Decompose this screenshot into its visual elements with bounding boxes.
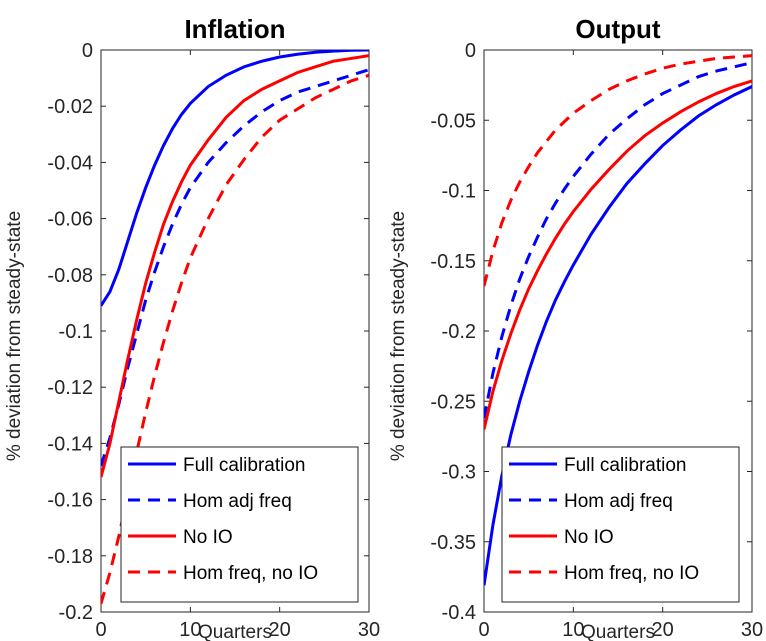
y-axis-label: % deviation from steady-state — [4, 211, 25, 461]
series-line-no-io — [484, 79, 752, 430]
y-tick-label: -0.2 — [442, 321, 476, 343]
legend-box — [501, 446, 740, 603]
chart-panel-output: Output 0 -0.05 -0.1 -0.15 -0.2 -0.25 -0.3 -0.35 -… — [388, 14, 763, 641]
y-tick-label: -0.1 — [442, 181, 476, 203]
y-tick-label: -0.05 — [430, 110, 476, 132]
legend-label: Hom adj freq — [564, 491, 673, 512]
x-axis-label: Quarters — [581, 622, 655, 641]
y-tick-label: -0.04 — [47, 152, 93, 174]
chart-panel-inflation: Inflation 0 -0.02 -0.04 -0.06 -0.08 -0.1 -0.12 -… — [4, 14, 380, 641]
legend: Full calibration Hom adj freq No IO Hom fre… — [120, 446, 359, 603]
x-tick-label: 20 — [269, 619, 291, 641]
y-tick-label: 0 — [465, 40, 476, 62]
y-tick-label: -0.06 — [47, 209, 93, 231]
legend-box — [120, 446, 359, 603]
y-tick-label: 0 — [82, 40, 93, 62]
x-tick-label: 10 — [179, 619, 201, 641]
series-line-full-calibration — [484, 85, 752, 586]
legend-label: No IO — [564, 527, 614, 548]
x-tick-label: 30 — [741, 619, 763, 641]
y-tick-label: -0.25 — [430, 391, 476, 413]
series-line-hom-freq-no-io — [484, 54, 752, 287]
legend-label: Hom freq, no IO — [564, 563, 699, 584]
y-tick-label: -0.16 — [47, 490, 93, 512]
y-tick-label: -0.15 — [430, 251, 476, 273]
chart-title: Inflation — [184, 14, 285, 44]
series-line-hom-adj-freq — [101, 68, 369, 467]
series-line-full-calibration — [101, 50, 369, 307]
series-line-hom-adj-freq — [484, 61, 752, 419]
legend-label: Full calibration — [564, 455, 687, 476]
x-tick-label: 20 — [652, 619, 674, 641]
x-tick-label: 10 — [562, 619, 584, 641]
legend-label: No IO — [183, 527, 233, 548]
legend: Full calibration Hom adj freq No IO Hom fre… — [501, 446, 740, 603]
chart-title: Output — [575, 14, 661, 44]
y-tick-label: -0.1 — [59, 321, 93, 343]
series-line-no-io — [101, 54, 369, 478]
y-tick-label: -0.3 — [442, 462, 476, 484]
x-tick-label: 0 — [95, 619, 106, 641]
legend-label: Hom adj freq — [183, 491, 292, 512]
x-tick-label: 0 — [478, 619, 489, 641]
y-tick-label: -0.08 — [47, 265, 93, 287]
legend-label: Full calibration — [183, 455, 306, 476]
y-axis-label: % deviation from steady-state — [388, 211, 409, 461]
y-tick-label: -0.02 — [47, 96, 93, 118]
x-axis-label: Quarters — [198, 622, 272, 641]
y-tick-label: -0.4 — [442, 602, 476, 624]
legend-label: Hom freq, no IO — [183, 563, 318, 584]
y-tick-label: -0.2 — [59, 602, 93, 624]
y-tick-label: -0.18 — [47, 546, 93, 568]
x-tick-label: 30 — [358, 619, 380, 641]
y-tick-label: -0.12 — [47, 377, 93, 399]
y-tick-label: -0.35 — [430, 532, 476, 554]
y-tick-label: -0.14 — [47, 433, 93, 455]
